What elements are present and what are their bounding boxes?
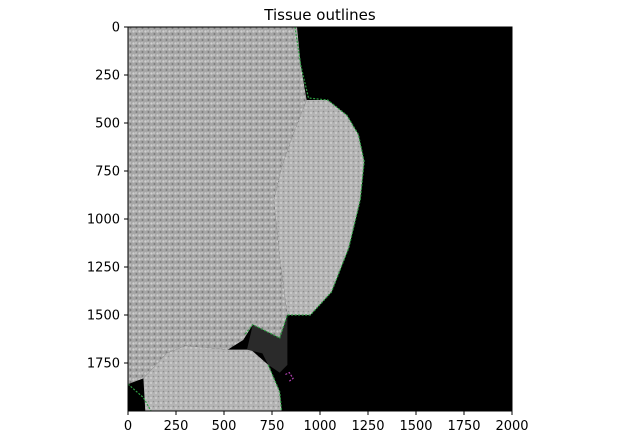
x-tick-label: 1750	[447, 419, 480, 434]
y-tick-label: 1250	[87, 261, 120, 276]
x-tick-label: 0	[124, 419, 132, 434]
x-tick-label: 250	[164, 419, 189, 434]
y-tick-label: 250	[95, 69, 120, 84]
lower-tissue-region	[143, 345, 282, 411]
x-tick-label: 1250	[351, 419, 384, 434]
x-tick-label: 750	[260, 419, 285, 434]
chart-title: Tissue outlines	[263, 6, 376, 24]
x-tick-label: 1000	[303, 419, 336, 434]
y-tick-label: 1750	[87, 357, 120, 372]
dark-gap-region	[247, 315, 288, 373]
main-tissue-region	[128, 27, 307, 385]
y-tick-label: 0	[112, 21, 120, 36]
x-tick-label: 1500	[399, 419, 432, 434]
outline-green-0	[244, 27, 365, 339]
x-tick-label: 500	[212, 419, 237, 434]
y-tick-label: 500	[95, 117, 120, 132]
y-tick-label: 1000	[87, 213, 120, 228]
outline-magenta-3	[285, 371, 294, 382]
outline-green-1	[267, 364, 283, 411]
x-tick-label: 2000	[495, 419, 528, 434]
lobe-tissue-region	[273, 100, 365, 315]
y-tick-label: 1500	[87, 309, 120, 324]
y-tick-label: 750	[95, 165, 120, 180]
